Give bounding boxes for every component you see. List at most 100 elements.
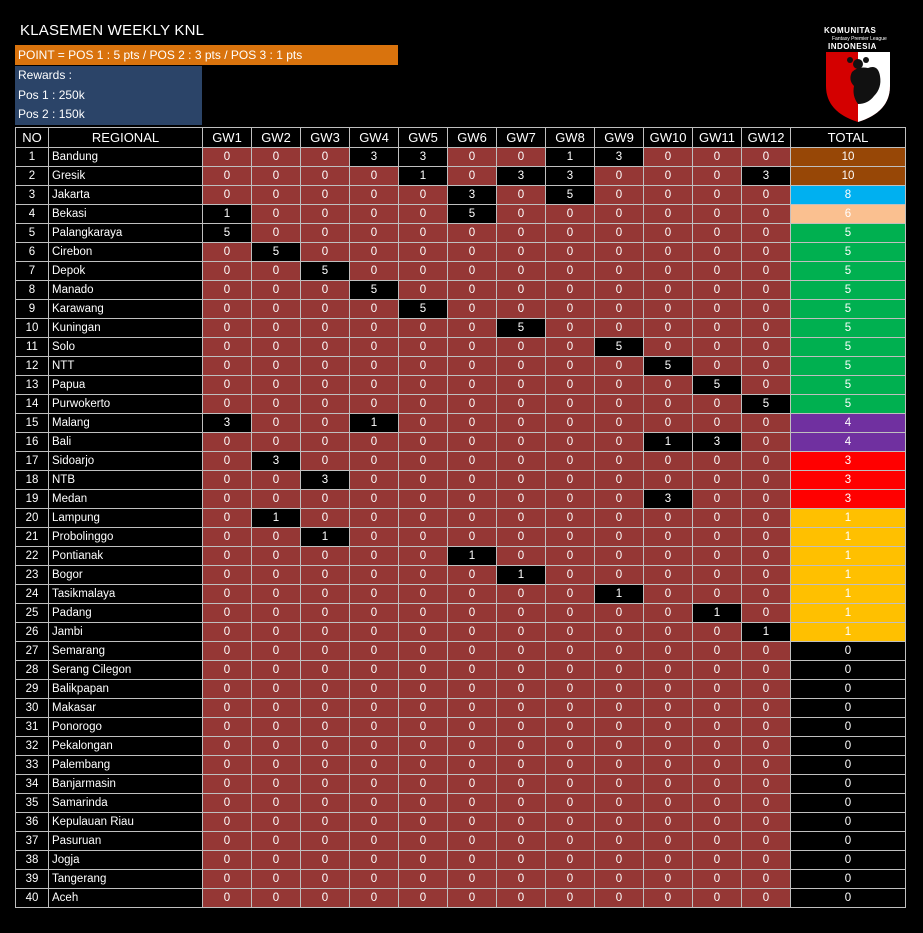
total-cell: 10: [790, 147, 906, 167]
row-number: 19: [15, 489, 49, 509]
gw-score-cell: 0: [202, 280, 252, 300]
gw-score-cell: 0: [447, 394, 497, 414]
gw-score-cell: 0: [594, 394, 644, 414]
table-row: 1 Bandung 0 0 0 3 3 0 0 1 3 0 0 0 10: [15, 147, 906, 167]
gw-score-cell: 0: [594, 451, 644, 471]
gw-score-cell: 0: [741, 470, 791, 490]
gw-score-cell: 0: [398, 717, 448, 737]
gw-score-cell: 0: [594, 527, 644, 547]
gw-score-cell: 0: [643, 299, 693, 319]
gw-score-cell: 0: [545, 717, 595, 737]
gw-score-cell: 0: [251, 774, 301, 794]
gw-score-cell: 0: [349, 717, 399, 737]
gw-score-cell: 0: [447, 831, 497, 851]
gw-score-cell: 0: [692, 280, 742, 300]
gw-score-cell: 0: [643, 736, 693, 756]
table-row: 35 Samarinda 0 0 0 0 0 0 0 0 0 0 0 0 0: [15, 793, 906, 813]
gw-score-cell: 0: [300, 508, 350, 528]
gw-score-cell: 0: [398, 603, 448, 623]
gw-score-cell: 0: [202, 603, 252, 623]
table-row: 32 Pekalongan 0 0 0 0 0 0 0 0 0 0 0 0 0: [15, 736, 906, 756]
total-cell: 0: [790, 888, 906, 908]
total-cell: 0: [790, 679, 906, 699]
table-row: 40 Aceh 0 0 0 0 0 0 0 0 0 0 0 0 0: [15, 888, 906, 908]
gw-score-cell: 1: [202, 204, 252, 224]
gw-score-cell: 0: [545, 793, 595, 813]
gw-score-cell: 0: [202, 318, 252, 338]
gw-score-cell: 0: [496, 850, 546, 870]
region-name: Papua: [48, 375, 203, 395]
gw-score-cell: 0: [300, 280, 350, 300]
gw-score-cell: 0: [594, 489, 644, 509]
gw-score-cell: 0: [741, 299, 791, 319]
row-number: 5: [15, 223, 49, 243]
region-name: Solo: [48, 337, 203, 357]
gw-score-cell: 0: [202, 508, 252, 528]
column-header: REGIONAL: [48, 127, 203, 148]
region-name: Probolinggo: [48, 527, 203, 547]
gw-score-cell: 0: [594, 755, 644, 775]
total-cell: 0: [790, 736, 906, 756]
gw-score-cell: 0: [202, 242, 252, 262]
total-cell: 10: [790, 166, 906, 186]
gw-score-cell: 0: [545, 261, 595, 281]
gw-score-cell: 0: [594, 299, 644, 319]
region-name: Aceh: [48, 888, 203, 908]
gw-score-cell: 0: [398, 641, 448, 661]
gw-score-cell: 0: [447, 888, 497, 908]
total-cell: 5: [790, 375, 906, 395]
region-name: Banjarmasin: [48, 774, 203, 794]
gw-score-cell: 0: [643, 527, 693, 547]
region-name: Tasikmalaya: [48, 584, 203, 604]
total-cell: 5: [790, 337, 906, 357]
gw-score-cell: 0: [692, 869, 742, 889]
gw-score-cell: 0: [594, 679, 644, 699]
gw-score-cell: 0: [692, 774, 742, 794]
gw-score-cell: 0: [643, 603, 693, 623]
logo-line1: KOMUNITAS: [824, 26, 877, 35]
table-row: 29 Balikpapan 0 0 0 0 0 0 0 0 0 0 0 0 0: [15, 679, 906, 699]
table-row: 25 Padang 0 0 0 0 0 0 0 0 0 0 1 0 1: [15, 603, 906, 623]
gw-score-cell: 0: [300, 717, 350, 737]
gw-score-cell: 0: [545, 337, 595, 357]
gw-score-cell: 0: [496, 432, 546, 452]
region-name: Ponorogo: [48, 717, 203, 737]
gw-score-cell: 0: [300, 774, 350, 794]
gw-score-cell: 0: [300, 831, 350, 851]
row-number: 7: [15, 261, 49, 281]
gw-score-cell: 3: [496, 166, 546, 186]
gw-score-cell: 0: [545, 527, 595, 547]
gw-score-cell: 0: [545, 812, 595, 832]
gw-score-cell: 0: [300, 204, 350, 224]
gw-score-cell: 0: [202, 679, 252, 699]
gw-score-cell: 0: [251, 698, 301, 718]
gw-score-cell: 0: [545, 508, 595, 528]
row-number: 14: [15, 394, 49, 414]
gw-score-cell: 0: [251, 869, 301, 889]
gw-score-cell: 0: [643, 470, 693, 490]
region-name: Manado: [48, 280, 203, 300]
gw-score-cell: 0: [741, 603, 791, 623]
table-row: 21 Probolinggo 0 0 1 0 0 0 0 0 0 0 0 0 1: [15, 527, 906, 547]
gw-score-cell: 0: [643, 565, 693, 585]
gw-score-cell: 0: [594, 223, 644, 243]
gw-score-cell: 0: [251, 736, 301, 756]
gw-score-cell: 0: [251, 603, 301, 623]
table-row: 39 Tangerang 0 0 0 0 0 0 0 0 0 0 0 0 0: [15, 869, 906, 889]
gw-score-cell: 0: [545, 641, 595, 661]
gw-score-cell: 0: [692, 413, 742, 433]
gw-score-cell: 0: [741, 793, 791, 813]
total-cell: 5: [790, 318, 906, 338]
gw-score-cell: 0: [692, 888, 742, 908]
gw-score-cell: 0: [202, 147, 252, 167]
row-number: 3: [15, 185, 49, 205]
row-number: 17: [15, 451, 49, 471]
gw-score-cell: 0: [692, 831, 742, 851]
region-name: Jogja: [48, 850, 203, 870]
gw-score-cell: 0: [349, 698, 399, 718]
row-number: 20: [15, 508, 49, 528]
gw-score-cell: 0: [594, 698, 644, 718]
gw-score-cell: 1: [545, 147, 595, 167]
gw-score-cell: 0: [496, 489, 546, 509]
column-header: GW11: [692, 127, 742, 148]
